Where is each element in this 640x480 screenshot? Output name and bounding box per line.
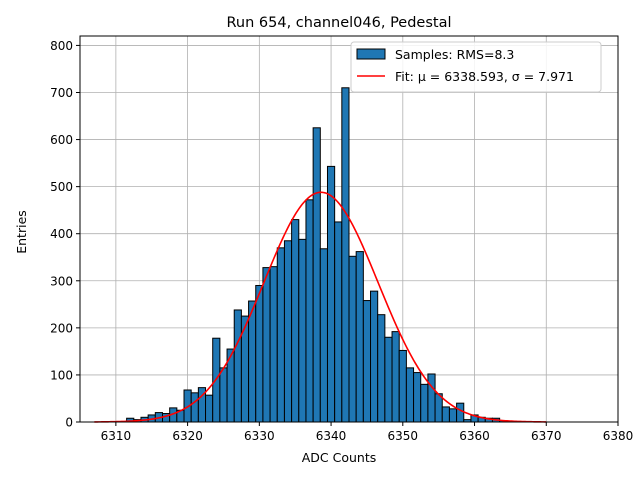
histogram-bar [305,199,314,423]
histogram-bar [298,238,307,423]
histogram-bar [370,290,379,423]
histogram-bar [398,349,407,423]
histogram-bar [219,367,228,423]
x-tick-label: 6380 [603,429,634,443]
legend-histogram-label: Samples: RMS=8.3 [395,47,514,62]
histogram-bar [420,383,429,423]
fit-curve [94,191,547,423]
histogram-bar [255,284,264,423]
histogram-bar [334,221,343,423]
histogram-bar [319,248,328,423]
legend-box [350,41,602,93]
histogram-bar [355,251,364,423]
plot-area-frame [79,35,619,423]
histogram-bar [341,87,350,423]
histogram-bar [448,408,458,423]
histogram-bar [269,266,278,423]
histogram-bar [441,406,450,423]
histogram-bar [348,255,357,423]
x-tick-label: 6320 [172,429,203,443]
y-tick-label: 700 [50,86,73,100]
legend-fit-label: Fit: μ = 6338.593, σ = 7.971 [395,69,574,84]
y-tick-label: 300 [50,274,73,288]
histogram-bar [384,336,393,423]
y-tick-label: 600 [50,133,73,147]
x-axis-label: ADC Counts [302,450,377,465]
y-axis-label: Entries [14,210,29,254]
histogram-bar [405,367,415,423]
histogram-bar [427,373,436,423]
x-tick-label: 6360 [459,429,490,443]
y-tick-label: 200 [50,321,73,335]
histogram-bar [283,240,293,423]
y-tick-label: 100 [50,368,73,382]
legend: Samples: RMS=8.3 Fit: μ = 6338.593, σ = … [350,41,602,93]
x-tick-label: 6310 [101,429,132,443]
y-tick-label: 400 [50,227,73,241]
legend-histogram-swatch [356,48,386,60]
histogram-bar [326,165,336,423]
histogram-bar [377,314,386,423]
histogram-bar [291,219,300,423]
chart-title: Run 654, channel046, Pedestal [226,15,451,31]
histogram-bar [233,309,242,423]
histogram-bar [413,372,422,423]
x-tick-label: 6350 [388,429,419,443]
histogram-bar [205,394,214,423]
histogram-bar [248,300,257,423]
histogram-bar [190,392,199,423]
y-tick-label: 0 [65,416,73,430]
histogram-bar [391,331,400,423]
histogram-bar [312,127,321,423]
gaussian-fit-line [94,191,547,423]
y-tick-label: 800 [50,39,73,53]
histogram-bar [262,267,271,423]
histogram-bar [456,402,465,423]
x-tick-label: 6330 [244,429,275,443]
histogram-bars [126,87,515,423]
histogram-bar [362,300,372,423]
x-axis-ticks: 6310 6320 6330 6340 6350 6360 6370 6380 [101,422,634,443]
y-tick-label: 500 [50,180,73,194]
x-tick-label: 6370 [531,429,562,443]
x-tick-label: 6340 [316,429,347,443]
y-axis-ticks: 0 100 200 300 400 500 600 700 800 [50,39,80,430]
histogram-bar [276,247,285,423]
histogram-bar [434,393,443,423]
